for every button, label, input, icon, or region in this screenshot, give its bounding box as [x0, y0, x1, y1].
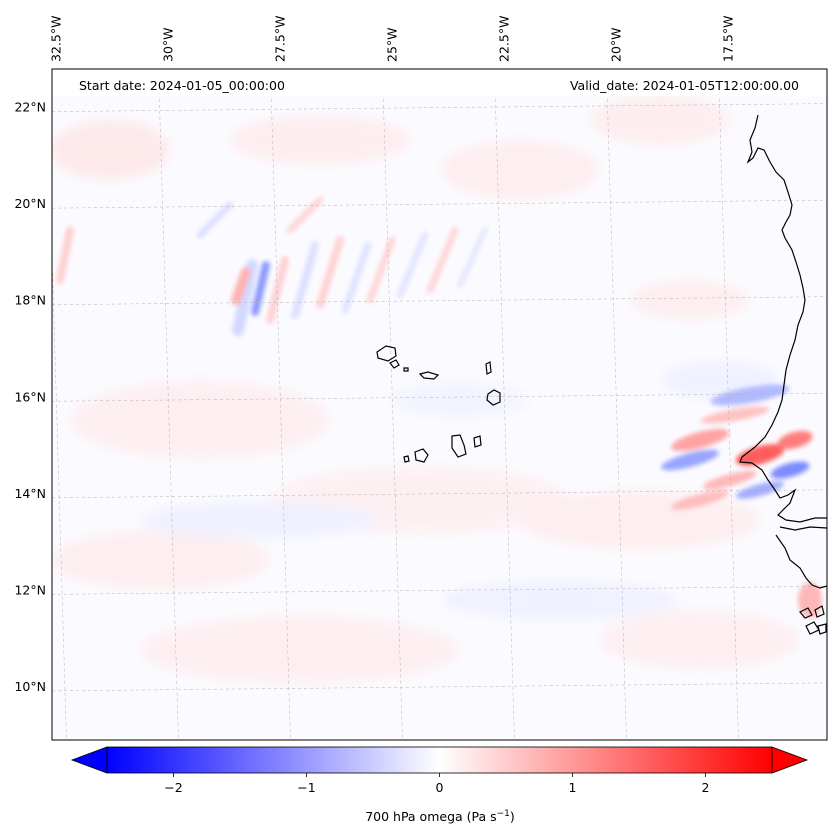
bissagos-island	[814, 605, 825, 618]
colorbar: −2 −1 0 1 2 700 hPa omega (Pa s−1)	[70, 746, 809, 824]
longitude-tick-label: 30°W	[160, 27, 175, 62]
latitude-tick-label: 16°N	[14, 389, 46, 404]
longitude-tick-label: 20°W	[608, 27, 623, 62]
longitude-tick-label: 27.5°W	[272, 16, 287, 62]
latitude-tick-label: 22°N	[14, 100, 46, 115]
meridian-line	[52, 245, 67, 740]
latitude-tick-label: 20°N	[14, 196, 46, 211]
longitude-tick-label: 32.5°W	[48, 16, 63, 62]
island-santa-luzia	[403, 367, 409, 372]
start-date-label: Start date: 2024-01-05_00:00:00	[79, 78, 285, 93]
colorbar-tick-label: 1	[569, 780, 577, 795]
meridian-line	[158, 69, 179, 740]
longitude-tick-label: 17.5°W	[720, 16, 735, 62]
map-frame	[51, 68, 828, 741]
latitude-tick-label: 12°N	[14, 582, 46, 597]
colorbar-high-extension	[771, 746, 809, 774]
meridian-line	[270, 69, 291, 740]
latitude-tick-label: 14°N	[14, 486, 46, 501]
island-santo-antao	[376, 345, 397, 362]
island-brava	[403, 455, 410, 463]
island-sao-nicolau	[418, 371, 440, 380]
colorbar-tick-label: −1	[297, 780, 315, 795]
valid-date-label: Valid_date: 2024-01-05T12:00:00.00	[570, 78, 799, 93]
colorbar-tick-label: 0	[436, 780, 444, 795]
colorbar-title: 700 hPa omega (Pa s−1)	[365, 809, 515, 824]
longitude-tick-label: 22.5°W	[496, 16, 511, 62]
longitude-labels: 32.5°W 30°W 27.5°W 25°W 22.5°W 20°W 17.5°W	[48, 16, 735, 62]
bissagos-island	[817, 623, 827, 635]
coastlines	[376, 114, 827, 635]
colorbar-gradient	[106, 746, 773, 774]
meridian-line	[718, 69, 739, 740]
meridian-line	[382, 69, 403, 740]
latitude-tick-label: 10°N	[14, 679, 46, 694]
latitude-tick-label: 18°N	[14, 293, 46, 308]
island-boa-vista	[486, 389, 501, 406]
gambia-inlet	[779, 526, 827, 531]
colorbar-ticks: −2 −1 0 1 2	[164, 773, 709, 795]
meridian-line	[606, 69, 627, 740]
graticule	[52, 69, 827, 740]
island-fogo	[414, 448, 429, 463]
colorbar-low-extension	[70, 746, 108, 774]
island-maio	[473, 435, 482, 448]
island-sao-vicente	[389, 359, 400, 369]
omega-field	[52, 95, 822, 685]
island-santiago	[451, 434, 467, 458]
island-sal	[485, 361, 492, 375]
meridian-line	[494, 69, 515, 740]
colorbar-tick-label: 2	[702, 780, 710, 795]
africa-coastline	[739, 114, 827, 523]
header-band	[52, 70, 827, 96]
bissagos-island	[799, 607, 813, 619]
latitude-labels: 22°N 20°N 18°N 16°N 14°N 12°N 10°N	[14, 100, 46, 694]
colorbar-tick-label: −2	[164, 780, 182, 795]
longitude-tick-label: 25°W	[384, 27, 399, 62]
guinea-bissau-coast	[775, 534, 827, 589]
